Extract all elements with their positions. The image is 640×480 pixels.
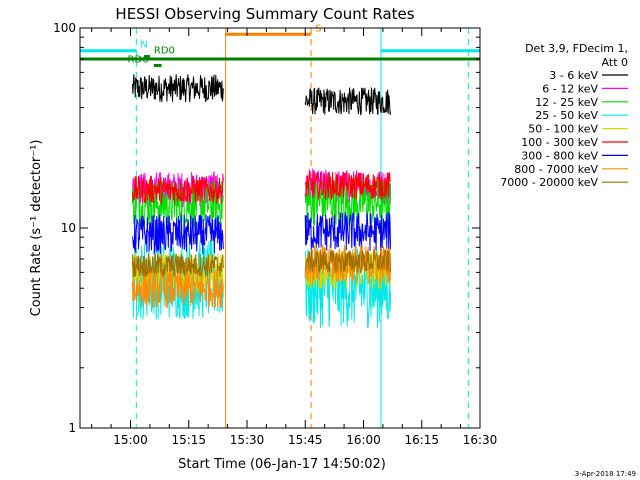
series-7000-to-20000keV: [131, 249, 391, 278]
legend-label: 100 - 300 keV: [521, 136, 598, 149]
y-tick-label: 10: [61, 221, 76, 235]
y-axis-label: Count Rate (s⁻¹ detector⁻¹): [29, 140, 44, 317]
legend-label: 50 - 100 keV: [528, 123, 598, 136]
legend-label: 25 - 50 keV: [535, 109, 598, 122]
axes: 15:00 15:15 15:30 15:45 16:00 16:15 16:30 1 10 10…: [53, 21, 497, 447]
flag-label-RD6: RD6: [128, 54, 149, 65]
series-trace-segment-1: [304, 211, 391, 251]
series-trace-segment-1: [304, 87, 391, 116]
legend-label: 800 - 7000 keV: [514, 163, 598, 176]
legend-label: 3 - 6 keV: [549, 69, 598, 82]
series-3-to-6keV: [131, 74, 391, 116]
x-tick-label: 16:30: [463, 433, 498, 447]
x-tick-label: 15:00: [113, 433, 148, 447]
legend-header-line-1: Det 3,9, FDecim 1,: [525, 42, 628, 55]
legend-header-line-2: Att 0: [602, 56, 628, 69]
flag-label-RD0: RD0: [154, 46, 175, 57]
series-trace-segment-0: [131, 74, 224, 103]
legend-label: 12 - 25 keV: [535, 96, 598, 109]
legend-label: 6 - 12 keV: [542, 82, 598, 95]
flag-label-N: N: [140, 40, 147, 51]
chart-title: HESSI Observing Summary Count Rates: [115, 5, 414, 23]
plot-timestamp: 3-Apr-2018 17:49: [575, 470, 636, 478]
legend-label: 300 - 800 keV: [521, 149, 598, 162]
x-axis-label: Start Time (06-Jan-17 14:50:02): [178, 457, 386, 472]
x-tick-label: 15:45: [288, 433, 323, 447]
series-300-to-800keV: [131, 211, 391, 255]
series-trace-segment-0: [131, 214, 224, 255]
x-tick-label: 15:15: [171, 433, 206, 447]
series-layer: [131, 74, 391, 329]
series-trace-segment-0: [131, 175, 224, 204]
attenuator-bars: N S RD0 RD6: [80, 23, 480, 67]
y-tick-label: 100: [53, 21, 76, 35]
series-trace-segment-0: [131, 268, 224, 309]
legend-label: 7000 - 20000 keV: [500, 176, 598, 189]
x-tick-label: 16:15: [404, 433, 439, 447]
series-100-to-300keV: [131, 171, 391, 204]
y-tick-label: 1: [68, 421, 76, 435]
series-trace-segment-1: [304, 249, 391, 274]
flag-label-S: S: [315, 23, 321, 34]
x-tick-label: 15:30: [230, 433, 265, 447]
x-tick-label: 16:00: [346, 433, 381, 447]
series-trace-segment-0: [131, 253, 224, 278]
series-trace-segment-1: [304, 171, 391, 200]
